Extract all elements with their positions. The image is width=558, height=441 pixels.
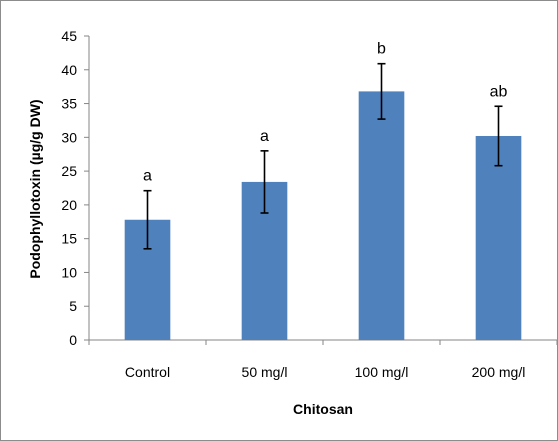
x-category-label: 100 mg/l xyxy=(355,364,409,380)
significance-label: ab xyxy=(490,83,508,100)
y-axis-title: Podophyllotoxin (µg/g DW) xyxy=(27,99,43,278)
significance-label: a xyxy=(260,128,269,145)
significance-label: a xyxy=(143,168,152,185)
bar xyxy=(475,135,522,340)
bar xyxy=(358,91,405,340)
y-tick-label: 15 xyxy=(61,231,77,247)
y-tick-label: 30 xyxy=(61,129,77,145)
y-tick-label: 35 xyxy=(61,96,77,112)
y-tick-label: 40 xyxy=(61,62,77,78)
x-category-label: 50 mg/l xyxy=(242,364,288,380)
x-category-label: 200 mg/l xyxy=(472,364,526,380)
y-tick-label: 25 xyxy=(61,163,77,179)
x-axis: Control 50 mg/l 100 mg/l 200 mg/l xyxy=(88,339,557,380)
significance-label: b xyxy=(377,41,386,58)
y-tick-label: 5 xyxy=(69,298,77,314)
x-axis-title: Chitosan xyxy=(293,401,353,417)
y-tick-label: 0 xyxy=(69,332,77,348)
y-tick-label: 10 xyxy=(61,264,77,280)
x-category-label: Control xyxy=(125,364,170,380)
y-axis: 0 5 10 15 20 25 30 35 40 45 xyxy=(61,28,90,348)
y-tick-label: 45 xyxy=(61,28,77,44)
y-tick-label: 20 xyxy=(61,197,77,213)
